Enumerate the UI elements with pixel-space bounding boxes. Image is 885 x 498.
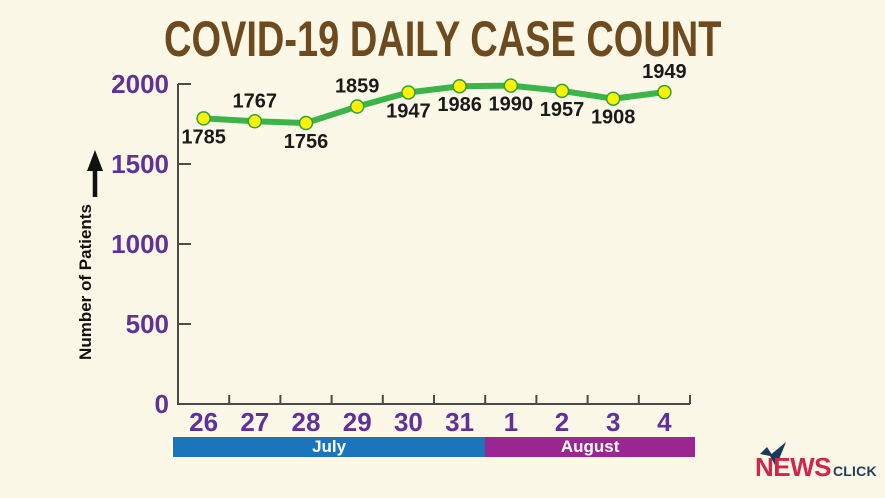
data-point — [554, 83, 570, 99]
data-point — [657, 84, 672, 100]
data-point-label: 1949 — [642, 61, 687, 83]
x-tick-label: 27 — [240, 407, 269, 437]
page-title: COVID-19 DAILY CASE COUNT — [163, 11, 722, 67]
title-wrap: COVID-19 DAILY CASE COUNT — [0, 10, 885, 68]
x-tick-label: 1 — [504, 407, 518, 437]
month-bar-august: August — [485, 437, 695, 457]
x-tick-label: 2 — [555, 407, 569, 437]
data-point — [452, 78, 467, 94]
up-arrow-icon — [87, 150, 103, 197]
x-tick-label: 31 — [445, 407, 474, 437]
logo-text: NEWS CLICK — [755, 452, 877, 483]
data-point-label: 1767 — [233, 90, 278, 112]
data-point-label: 1908 — [591, 107, 636, 129]
newsclick-bird-icon — [760, 442, 786, 467]
month-label-july: July — [312, 437, 347, 456]
data-point — [605, 91, 621, 106]
data-point-label: 1957 — [540, 99, 585, 121]
data-point-label: 1785 — [181, 126, 226, 148]
y-tick-label: 1500 — [111, 149, 169, 179]
data-point-label: 1947 — [386, 100, 431, 122]
x-tick-label: 30 — [394, 407, 423, 437]
data-point-label: 1986 — [437, 94, 482, 116]
data-point — [298, 115, 314, 131]
y-tick-label: 1000 — [111, 229, 169, 259]
data-point-label: 1756 — [284, 131, 329, 153]
x-tick-label: 3 — [606, 407, 620, 437]
y-tick-label: 0 — [155, 389, 169, 419]
data-point — [247, 114, 263, 129]
x-tick-label: 28 — [292, 407, 321, 437]
y-tick-label: 500 — [126, 309, 169, 339]
data-point — [349, 99, 365, 114]
axes — [177, 84, 690, 405]
data-point-label: 1859 — [335, 76, 380, 98]
month-bar-july: July — [173, 437, 486, 457]
logo-text-click: CLICK — [833, 463, 877, 479]
x-tick-label: 29 — [343, 407, 372, 437]
line-series — [200, 82, 668, 127]
data-point — [401, 85, 416, 100]
data-point-label: 1990 — [489, 94, 534, 116]
month-label-august: August — [560, 437, 620, 456]
logo-text-news: NEWS — [755, 452, 832, 482]
x-tick-label: 4 — [657, 407, 672, 437]
y-tick-label: 2000 — [111, 69, 169, 99]
data-point — [503, 78, 519, 93]
x-tick-label: 26 — [189, 407, 218, 437]
newsclick-logo: NEWS CLICK — [752, 442, 882, 490]
data-point — [196, 111, 211, 126]
y-axis-title: Number of Patients — [76, 204, 95, 360]
